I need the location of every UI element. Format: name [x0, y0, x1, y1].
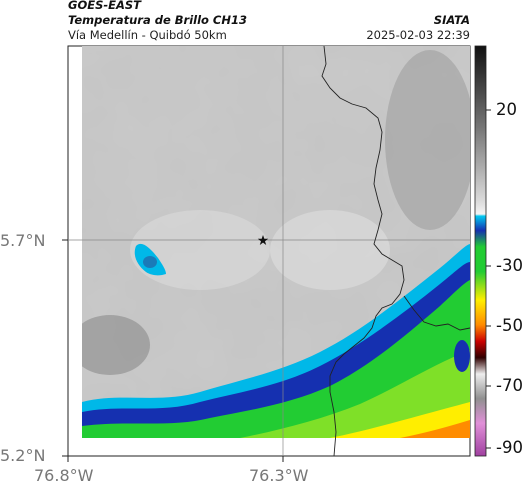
boundary-line [321, 45, 405, 457]
satellite-image [82, 46, 470, 438]
lon-tick-label: 76.3°W [249, 466, 309, 485]
product-title: Temperatura de Brillo CH13 [68, 13, 247, 27]
colorbar-tick-label: 20 [496, 100, 517, 119]
lat-tick-label: 5.7°N [0, 231, 46, 250]
timestamp-label: 2025-02-03 22:39 [366, 28, 470, 42]
colorbar-tick-label: -70 [496, 376, 523, 395]
colorbar-tick-label: -30 [496, 256, 523, 275]
colorbar [474, 45, 487, 457]
lon-tick-label: 76.8°W [34, 466, 94, 485]
region-subtitle: Vía Medellín - Quibdó 50km [68, 28, 227, 42]
lat-tick-label: 5.2°N [0, 446, 46, 465]
boundary-line-east [403, 295, 471, 331]
star-icon [257, 235, 269, 245]
agency-label: GOES-EAST [68, 0, 142, 12]
organization-label: SIATA [433, 13, 470, 27]
colorbar-tick-label: -90 [496, 438, 523, 457]
colorbar-tick-label: -50 [496, 316, 523, 335]
